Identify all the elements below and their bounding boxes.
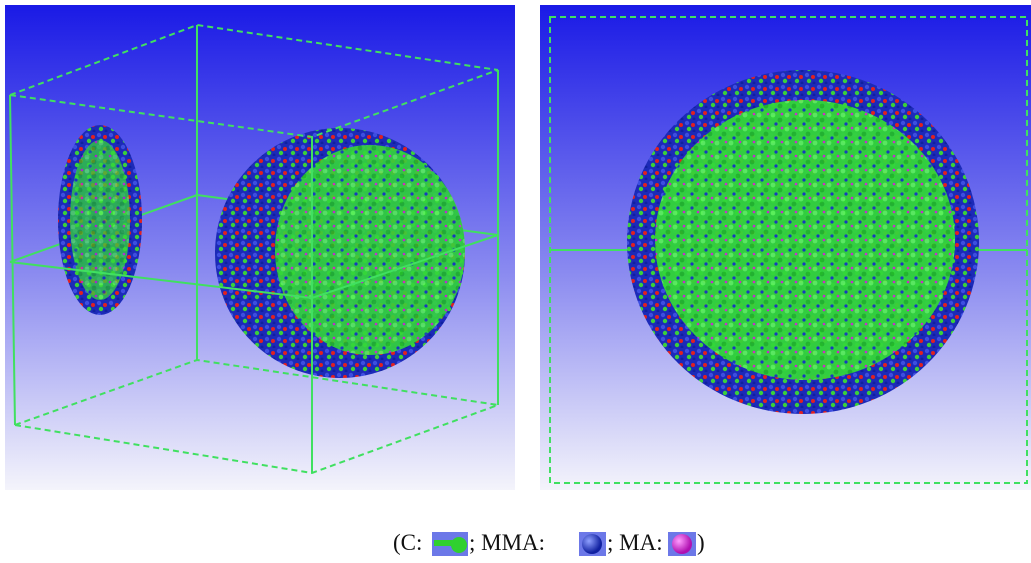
legend-label: ; MA:: [607, 530, 663, 555]
figure: (C: ; MMA: ; MA: ): [0, 0, 1031, 563]
legend-label: ): [697, 530, 705, 555]
legend: (C: ; MMA: ; MA: ): [393, 530, 705, 556]
large-droplet-core: [275, 145, 465, 355]
right-panel: [540, 5, 1031, 490]
mma-icon: [579, 532, 606, 556]
ma-icon: [668, 532, 696, 556]
legend-label: (C:: [393, 530, 422, 555]
legend-label: ; MMA:: [469, 530, 545, 555]
carbon-icon: [432, 532, 468, 556]
left-panel: [5, 5, 515, 490]
droplet-core: [655, 100, 955, 380]
